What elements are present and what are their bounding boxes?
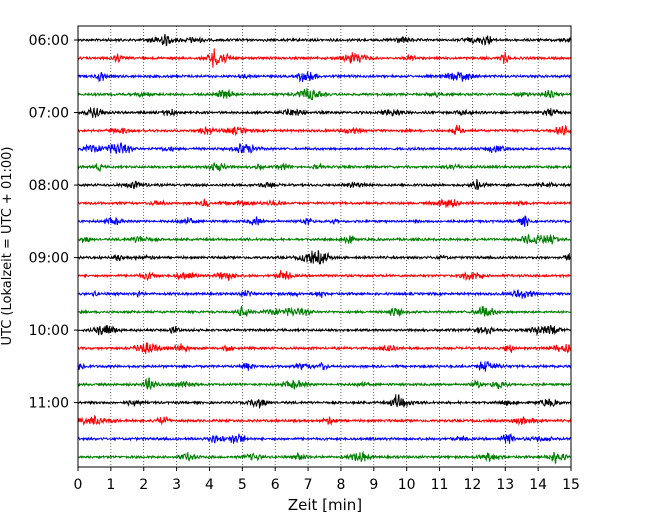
trace-line — [77, 450, 572, 465]
y-tick-label: 07:00 — [29, 106, 69, 122]
plot-frame — [77, 25, 572, 468]
trace-line — [77, 233, 572, 245]
x-tick-label: 14 — [529, 477, 547, 493]
x-axis: 0 1 2 3 4 5 6 7 8 9 10 11 12 13 14 15 — [74, 467, 580, 493]
grid-lines — [110, 26, 539, 467]
trace-line — [77, 142, 572, 155]
y-tick-label: 10:00 — [29, 323, 69, 339]
traces — [77, 33, 572, 465]
y-axis-label: UTC (Lokalzeit = UTC + 01:00) — [0, 147, 15, 346]
x-tick-label: 3 — [172, 477, 181, 493]
y-tick-label: 08:00 — [29, 178, 69, 194]
trace-line — [77, 215, 572, 227]
y-tick-label: 06:00 — [29, 33, 69, 49]
trace-line — [77, 88, 572, 101]
trace-line — [77, 250, 572, 265]
y-tick-label: 09:00 — [29, 251, 69, 267]
trace-line — [77, 360, 572, 372]
x-tick-label: 13 — [496, 477, 514, 493]
trace-line — [77, 414, 572, 426]
trace-line — [77, 305, 572, 318]
trace-line — [77, 48, 572, 68]
trace-line — [77, 124, 572, 137]
x-tick-label: 1 — [106, 477, 115, 493]
trace-line — [77, 325, 572, 337]
trace-line — [77, 33, 572, 47]
x-tick-label: 5 — [238, 477, 247, 493]
y-tick-label: 11:00 — [29, 396, 69, 412]
trace-line — [77, 71, 572, 83]
x-tick-label: 10 — [398, 477, 416, 493]
trace-line — [77, 178, 572, 191]
x-tick-label: 6 — [271, 477, 280, 493]
trace-line — [77, 289, 572, 299]
x-tick-label: 11 — [431, 477, 449, 493]
trace-line — [77, 270, 572, 282]
trace-line — [77, 198, 572, 208]
trace-line — [77, 432, 572, 444]
trace-line — [77, 162, 572, 172]
trace-line — [77, 107, 572, 118]
x-tick-label: 9 — [369, 477, 378, 493]
trace-line — [77, 377, 572, 390]
x-tick-label: 8 — [336, 477, 345, 493]
trace-line — [77, 394, 572, 409]
trace-line — [77, 342, 572, 354]
y-axis: 06:00 07:00 08:00 09:00 10:00 11:00 — [29, 33, 78, 412]
x-tick-label: 7 — [304, 477, 313, 493]
x-tick-label: 0 — [74, 477, 83, 493]
x-tick-label: 4 — [205, 477, 214, 493]
x-tick-label: 12 — [463, 477, 481, 493]
x-tick-label: 15 — [562, 477, 580, 493]
x-tick-label: 2 — [139, 477, 148, 493]
x-axis-label: Zeit [min] — [288, 496, 362, 514]
